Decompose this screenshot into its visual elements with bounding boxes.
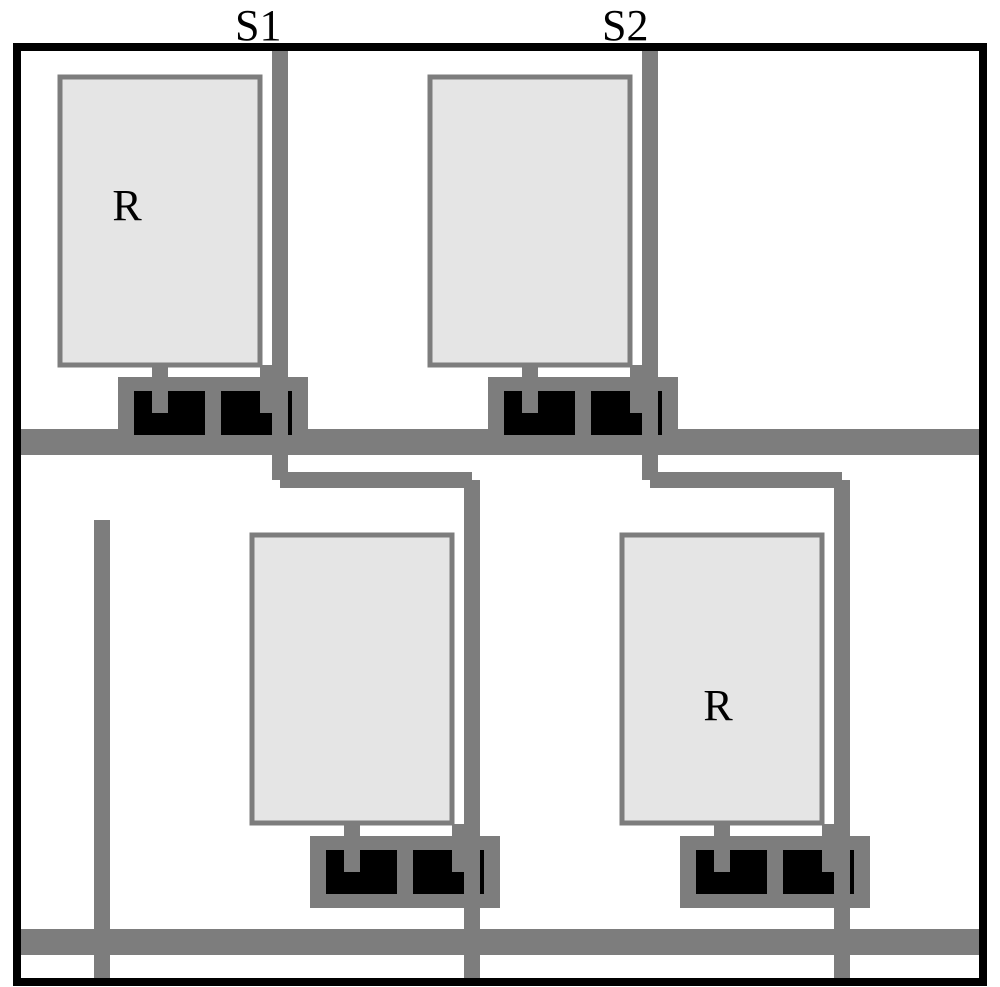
- pixel-r2c1: [252, 535, 452, 823]
- transistor-r2c1-gap: [397, 848, 413, 896]
- pixel-r1c2: [430, 77, 630, 365]
- pixel-r1c1: [60, 77, 260, 365]
- transistor-r1c1-gap: [205, 389, 221, 437]
- label-s1: S1: [235, 1, 281, 50]
- transistor-r1c2-gap: [575, 389, 591, 437]
- label-r-bottomright: R: [703, 681, 733, 730]
- label-s2: S2: [602, 1, 648, 50]
- pixel-layout-diagram: S1 S2 R R: [0, 0, 1000, 987]
- label-r-topleft: R: [112, 181, 142, 230]
- pixel-r2c2: [622, 535, 822, 823]
- transistor-r2c2-gap: [767, 848, 783, 896]
